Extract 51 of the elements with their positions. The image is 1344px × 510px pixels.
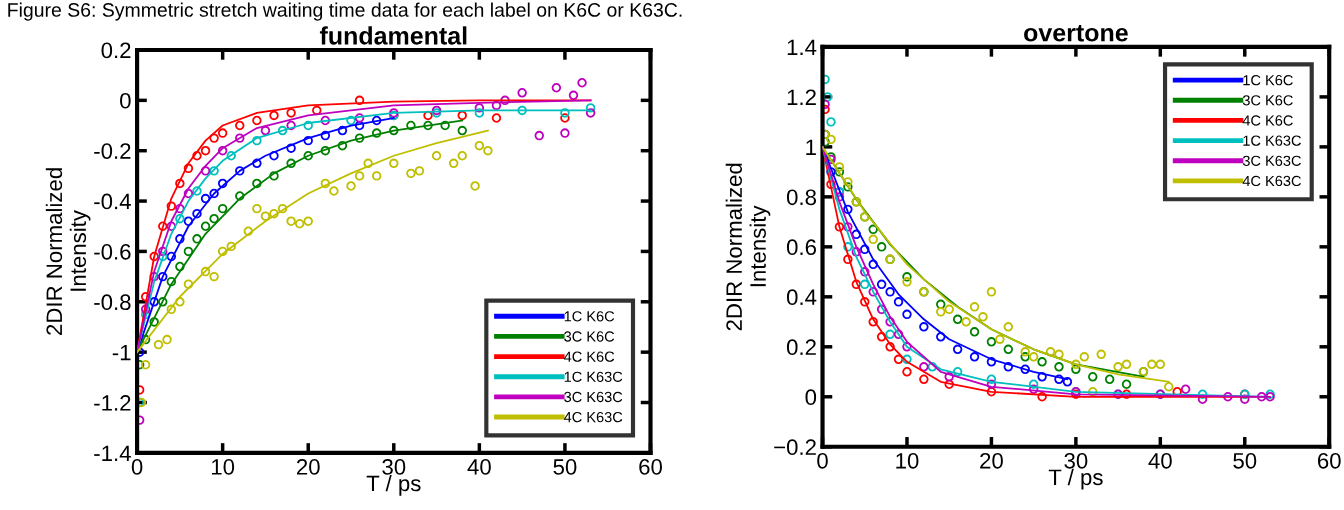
- x-tick-label: 50: [553, 459, 577, 475]
- x-tick-label: 0: [131, 459, 143, 475]
- x-tick-label: 60: [1317, 452, 1341, 469]
- legend-label: 1C K63C: [564, 371, 623, 382]
- x-axis-title: T / ps: [1048, 468, 1103, 490]
- caption: Figure S6: Symmetric stretch waiting time data for each label on K6C or K63C.: [8, 2, 682, 21]
- legend-label: 3C K6C: [564, 331, 615, 342]
- chart-title: overtone: [1024, 25, 1128, 42]
- x-axis-title: T / ps: [366, 474, 421, 496]
- legend-label: 1C K63C: [1243, 135, 1301, 146]
- legend-label: 3C K63C: [1242, 155, 1301, 166]
- x-tick-label: 0: [817, 452, 828, 469]
- y-tick-label: -1.4: [94, 445, 131, 461]
- y-tick-label: -0.8: [94, 294, 131, 311]
- legend-label: 4C K63C: [563, 411, 623, 423]
- y-tick-label: 1.4: [787, 39, 817, 55]
- x-tick-label: 60: [639, 459, 662, 475]
- legend-label: 4C K63C: [1242, 175, 1301, 187]
- legend-label: 4C K6C: [563, 351, 615, 362]
- x-tick-label: 40: [467, 459, 491, 475]
- legend-label: 4C K6C: [1242, 115, 1293, 126]
- x-tick-label: 50: [1233, 452, 1257, 469]
- y-tick-label: 0.6: [786, 239, 816, 256]
- y-tick-label: 0.2: [101, 42, 131, 59]
- y-tick-label: -1.2: [94, 395, 131, 411]
- y-tick-label: 1.2: [787, 89, 816, 105]
- chart-title: fundamental: [319, 26, 467, 45]
- legend-label: 1C K6C: [1243, 75, 1293, 86]
- y-tick-label: 0.2: [786, 339, 816, 356]
- x-tick-label: 10: [896, 452, 919, 469]
- y-tick-label: 0.4: [786, 289, 817, 306]
- y-tick-label: -0.2: [94, 143, 131, 159]
- y-tick-label: 0.8: [786, 189, 817, 206]
- y-tick-label: -0.6: [94, 243, 131, 260]
- x-tick-label: 30: [1064, 452, 1088, 469]
- x-tick-label: 20: [296, 459, 320, 475]
- y-tick-label: 1: [806, 139, 816, 155]
- x-tick-label: 30: [382, 459, 406, 475]
- y-tick-label: 0: [805, 389, 817, 406]
- x-tick-label: 20: [980, 452, 1003, 469]
- y-tick-label: −0.2: [774, 439, 816, 456]
- legend-label: 3C K6C: [1242, 95, 1293, 106]
- y-axis-title: 2DIR Normalized Intensity: [725, 163, 771, 331]
- y-tick-label: 0: [120, 92, 131, 109]
- x-tick-label: 10: [211, 459, 235, 475]
- y-tick-label: -1: [112, 344, 131, 361]
- y-axis-title: 2DIR Normalized Intensity: [45, 168, 91, 335]
- x-tick-label: 40: [1148, 452, 1172, 469]
- legend-label: 3C K63C: [564, 391, 623, 403]
- y-tick-label: -0.4: [94, 193, 131, 210]
- legend-label: 1C K6C: [564, 311, 615, 322]
